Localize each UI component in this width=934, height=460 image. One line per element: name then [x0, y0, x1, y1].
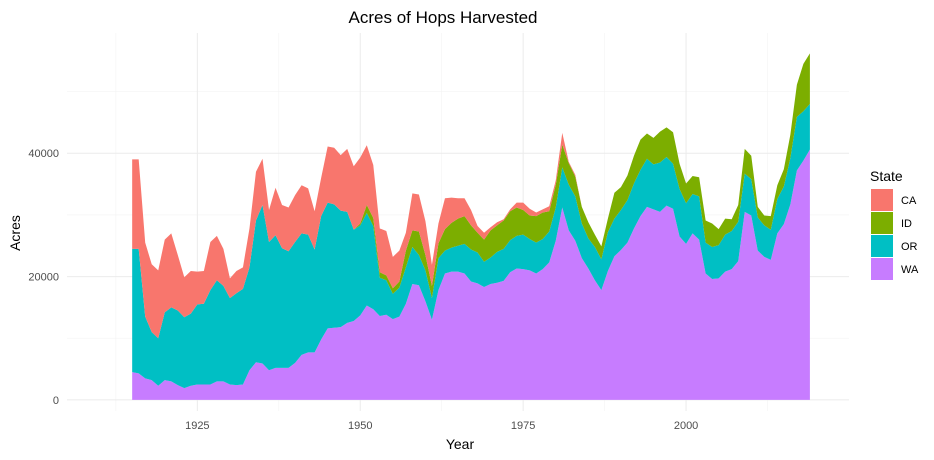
- x-tick-label: 1925: [185, 420, 209, 432]
- x-tick-label: 2000: [674, 420, 698, 432]
- legend-label-id: ID: [901, 218, 912, 230]
- x-tick-label: 1975: [511, 420, 535, 432]
- y-tick-label: 40000: [28, 148, 59, 160]
- legend-key-wa: [871, 258, 893, 280]
- x-axis-title: Year: [446, 436, 475, 452]
- legend-key-ca: [871, 189, 893, 211]
- y-axis-title: Acres: [7, 215, 23, 251]
- legend-label-or: OR: [901, 241, 918, 253]
- x-tick-label: 1950: [348, 420, 372, 432]
- legend-key-or: [871, 235, 893, 257]
- area-series: [132, 53, 810, 400]
- legend: State CA ID OR WA: [870, 168, 919, 280]
- x-axis-ticks: 1925 1950 1975 2000: [185, 420, 698, 432]
- y-tick-label: 0: [53, 395, 59, 407]
- y-axis-ticks: 0 20000 40000: [28, 148, 59, 407]
- area-wa: [132, 149, 810, 400]
- y-tick-label: 20000: [28, 272, 59, 284]
- legend-title: State: [870, 168, 903, 184]
- legend-label-ca: CA: [901, 195, 917, 207]
- legend-label-wa: WA: [901, 264, 919, 276]
- chart-title: Acres of Hops Harvested: [349, 8, 538, 27]
- area-or: [132, 103, 810, 389]
- legend-key-id: [871, 212, 893, 234]
